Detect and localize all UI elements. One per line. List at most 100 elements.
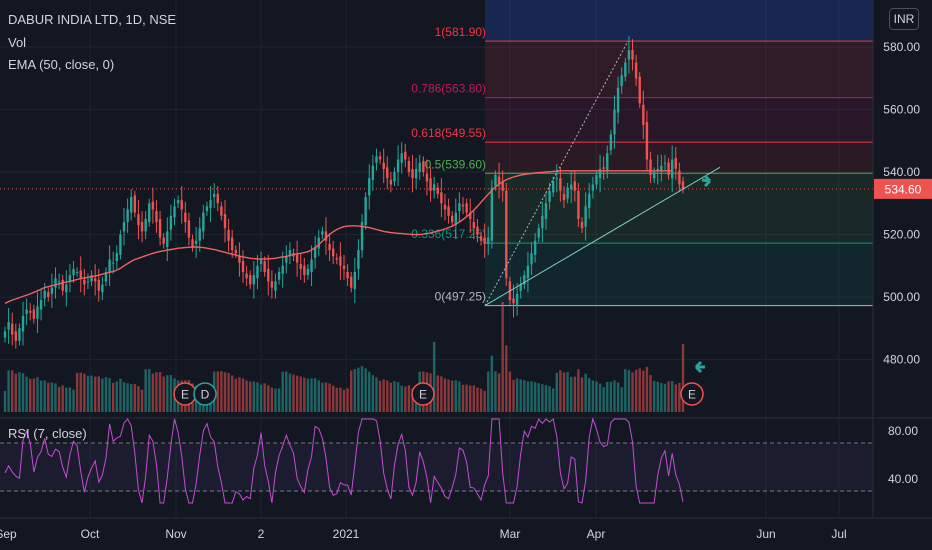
candle-body: [649, 159, 652, 176]
volume-bar: [588, 378, 591, 412]
fib-level-label: 0(497.25): [435, 290, 486, 304]
candle-body: [238, 256, 241, 263]
candle-body: [331, 248, 335, 257]
candle-body: [476, 226, 479, 235]
candle-body: [61, 279, 64, 291]
event-marker-circle: [411, 382, 435, 406]
candle-body: [256, 265, 259, 279]
currency-button[interactable]: INR: [889, 8, 919, 30]
candle-body: [231, 237, 234, 251]
volume-bar: [241, 378, 245, 412]
volume-bar: [393, 381, 396, 412]
volume-bar: [411, 388, 414, 412]
volume-bar: [140, 389, 144, 412]
volume-bar: [501, 302, 504, 412]
volume-bar: [101, 378, 104, 412]
candle-body: [21, 315, 25, 332]
volume-legend[interactable]: Vol: [8, 35, 27, 50]
volume-bar: [386, 380, 389, 412]
candle-body: [447, 206, 450, 216]
volume-bar: [469, 385, 472, 412]
candle-body: [670, 159, 674, 179]
candle-body: [350, 276, 353, 288]
candle-body: [148, 203, 151, 222]
candle-body: [591, 184, 595, 191]
volume-bar: [43, 380, 46, 412]
candle-body: [324, 231, 328, 241]
candle-body: [580, 222, 584, 229]
candle-body: [263, 261, 266, 272]
candle-body: [357, 250, 360, 269]
rsi-legend[interactable]: RSI (7, close): [8, 426, 87, 441]
volume-bar: [598, 383, 602, 412]
event-marker-circle: [680, 382, 704, 406]
candle-body: [577, 190, 580, 219]
candle-body: [483, 237, 486, 244]
volume-bar: [306, 378, 310, 412]
candle-body: [14, 331, 18, 341]
candle-body: [111, 262, 115, 264]
volume-bar: [440, 376, 443, 412]
volume-bar: [263, 383, 266, 412]
candle-body: [382, 162, 385, 169]
candle-body: [526, 265, 530, 279]
candle-body: [216, 193, 219, 204]
candle-body: [321, 231, 324, 235]
candle-body: [414, 168, 418, 179]
last-price-tag: [874, 178, 932, 199]
volume-bar: [249, 381, 252, 412]
volume-bar: [18, 372, 21, 412]
candle-body: [616, 87, 620, 113]
volume-bar: [465, 384, 468, 412]
volume-bar: [368, 371, 371, 412]
candle-body: [342, 265, 346, 269]
volume-bar: [126, 383, 129, 412]
volume-bar: [530, 381, 533, 412]
volume-bar: [313, 378, 317, 412]
candle-body: [191, 239, 194, 247]
volume-bar: [331, 385, 335, 412]
time-tick-label: Nov: [165, 527, 186, 541]
volume-bar: [407, 385, 411, 412]
time-tick-label: Sep: [0, 527, 17, 541]
volume-bar: [288, 373, 292, 412]
candle-body: [497, 176, 501, 185]
volume-bar: [663, 383, 667, 412]
candle-body: [570, 184, 573, 190]
candle-body: [184, 212, 187, 222]
volume-bar: [29, 378, 32, 412]
candle-body: [544, 203, 548, 219]
volume-bar: [281, 371, 284, 412]
candle-body: [389, 179, 393, 185]
fib-level-label: 0.786(563.80): [411, 82, 486, 96]
candle-body: [227, 229, 230, 241]
candle-body: [267, 268, 270, 282]
candle-body: [90, 275, 93, 282]
price-tick-label: 500.00: [883, 290, 920, 304]
candle-body: [364, 197, 367, 226]
candle-body: [559, 178, 562, 191]
candle-body: [436, 187, 439, 194]
candle-body: [602, 167, 605, 169]
volume-bar: [267, 385, 270, 412]
symbol-title[interactable]: DABUR INDIA LTD, 1D, NSE: [8, 12, 177, 27]
volume-bar: [624, 369, 627, 412]
candle-body: [47, 292, 50, 297]
volume-bar: [72, 389, 75, 412]
volume-bar: [523, 380, 526, 412]
volume-bar: [285, 371, 288, 412]
candle-body: [115, 253, 118, 262]
candle-body: [122, 222, 126, 232]
volume-bar: [346, 388, 349, 412]
trend-lines[interactable]: [484, 40, 721, 374]
volume-bar: [584, 373, 587, 412]
ema-legend[interactable]: EMA (50, close, 0): [8, 57, 115, 72]
candle-body: [425, 173, 429, 182]
volume-bar: [573, 376, 577, 412]
rsi-band: [0, 443, 873, 491]
volume-bar: [148, 369, 151, 412]
candle-body: [288, 250, 292, 257]
candle-body: [68, 275, 72, 282]
